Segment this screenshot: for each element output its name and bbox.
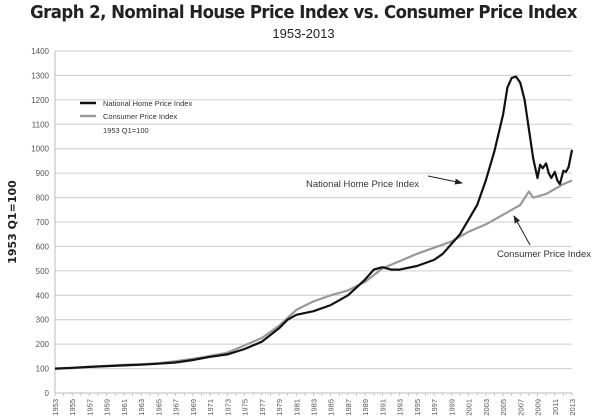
x-tick-label: 1963 <box>137 399 146 416</box>
x-tick-label: 1995 <box>413 399 422 416</box>
y-tick-label: 1100 <box>32 120 50 129</box>
x-tick-label: 2001 <box>465 399 474 416</box>
x-tick-label: 1979 <box>275 399 284 416</box>
x-tick-label: 1975 <box>241 399 250 416</box>
series-line-national-home-price-index <box>54 75 574 370</box>
x-tick-label: 2007 <box>516 399 525 416</box>
y-tick-label: 700 <box>36 218 50 227</box>
x-tick-label: 1999 <box>447 399 456 416</box>
annotation-consumer-price: Consumer Price Index <box>497 249 591 260</box>
y-tick-label: 1400 <box>31 47 49 56</box>
x-tick-label: 2003 <box>482 399 491 416</box>
legend-note: 1953 Q1=100 <box>103 126 149 135</box>
x-tick-label: 2009 <box>534 399 543 416</box>
y-tick-label: 0 <box>45 389 50 398</box>
x-tick-label: 1967 <box>172 399 181 416</box>
x-tick-label: 1983 <box>310 399 319 416</box>
y-axis-label: 1953 Q1=100 <box>6 180 19 264</box>
y-tick-label: 1000 <box>31 145 49 154</box>
x-tick-label: 1989 <box>361 399 370 416</box>
annotation-arrow-consumer-price <box>513 215 531 246</box>
x-tick-label: 1961 <box>120 399 129 416</box>
x-tick-label: 1981 <box>292 399 301 416</box>
legend-label-national-home-price: National Home Price Index <box>103 99 192 108</box>
chart-title: Graph 2, Nominal House Price Index vs. C… <box>30 2 577 23</box>
x-tick-label: 1959 <box>103 399 112 416</box>
x-tick-label: 1955 <box>68 399 77 416</box>
y-axis-ticks: 0 100 200 300 400 500 600 700 800 900 1000 1100 1200… <box>31 47 49 398</box>
legend-label-consumer-price: Consumer Price Index <box>103 112 177 121</box>
x-tick-label: 1985 <box>327 399 336 416</box>
annotation-national-home-price: National Home Price Index <box>306 179 419 190</box>
x-tick-label: 1993 <box>396 399 405 416</box>
gridlines <box>55 50 572 370</box>
x-tick-label: 2005 <box>499 399 508 416</box>
annotation-arrow-national-home-price <box>427 175 463 185</box>
x-tick-label: 1971 <box>206 399 215 416</box>
chart-subtitle: 1953-2013 <box>272 26 335 41</box>
series-line-consumer-price-index <box>54 179 573 370</box>
x-tick-label: 1973 <box>223 399 232 416</box>
legend: National Home Price Index Consumer Price… <box>80 99 192 135</box>
y-tick-label: 400 <box>36 291 50 300</box>
y-tick-label: 600 <box>36 242 50 251</box>
x-tick-label: 1957 <box>85 399 94 416</box>
y-tick-label: 800 <box>36 194 50 203</box>
x-axis-ticks: 1953 1955 1957 1959 1961 1963 1965 1967 1969 1971… <box>51 393 577 416</box>
y-tick-label: 1200 <box>31 96 49 105</box>
annotations: National Home Price Index Consumer Price… <box>306 175 591 260</box>
y-tick-label: 100 <box>36 365 50 374</box>
x-tick-label: 1969 <box>189 399 198 416</box>
series-group <box>54 75 574 370</box>
y-tick-label: 200 <box>36 340 50 349</box>
y-tick-label: 300 <box>36 316 50 325</box>
y-tick-label: 900 <box>36 169 50 178</box>
x-tick-label: 1991 <box>378 399 387 416</box>
x-tick-label: 2013 <box>568 399 577 416</box>
x-tick-label: 1987 <box>344 399 353 416</box>
y-tick-label: 1300 <box>31 71 49 80</box>
x-tick-label: 1977 <box>258 399 267 416</box>
x-tick-label: 1953 <box>51 399 60 416</box>
x-tick-label: 1965 <box>154 399 163 416</box>
y-tick-label: 500 <box>36 267 50 276</box>
x-tick-label: 1997 <box>430 399 439 416</box>
x-tick-label: 2011 <box>551 399 560 415</box>
